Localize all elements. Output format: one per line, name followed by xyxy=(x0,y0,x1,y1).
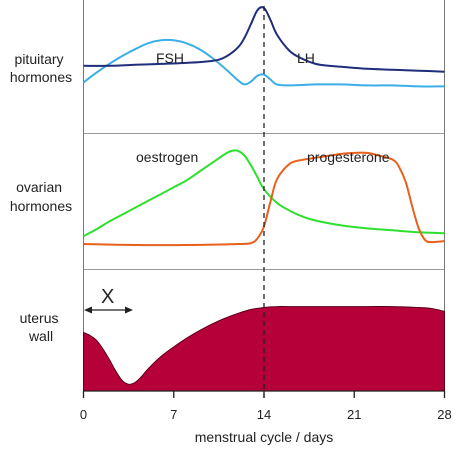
x-tick-label-7: 7 xyxy=(170,407,177,422)
panel-label-ovarian: ovarian hormones xyxy=(10,179,72,214)
x-tick-label-28: 28 xyxy=(437,407,451,422)
x-tick-label-14: 14 xyxy=(257,407,271,422)
panel-label-ovarian-line2: hormones xyxy=(10,198,72,214)
x-axis-label: menstrual cycle / days xyxy=(195,429,334,445)
panel-label-uterus-line1: uterus xyxy=(20,310,59,326)
panel-label-uterus: uterus wall xyxy=(20,310,63,344)
annotation-x: X xyxy=(101,286,114,308)
x-tick-label-21: 21 xyxy=(347,407,361,422)
panel-label-pituitary: pituitary hormones xyxy=(10,51,72,85)
panel-label-pituitary-line2: hormones xyxy=(10,69,72,85)
annotation-oestrogen: oestrogen xyxy=(136,149,198,165)
x-axis-ticks: 0 7 14 21 28 xyxy=(80,391,452,422)
menstruation-duration-arrow xyxy=(84,306,133,314)
fsh-series-line xyxy=(82,38,445,88)
annotation-fsh: FSH xyxy=(156,50,184,66)
annotation-lh: LH xyxy=(297,50,315,66)
oestrogen-series-line xyxy=(83,149,445,238)
x-tick-label-0: 0 xyxy=(80,407,87,422)
progesterone-series-line xyxy=(83,151,445,247)
panel-label-pituitary-line1: pituitary xyxy=(15,51,64,67)
panel-label-uterus-line2: wall xyxy=(28,328,53,344)
panel-label-ovarian-line1: ovarian xyxy=(16,179,62,195)
annotation-progesterone: progesterone xyxy=(307,149,390,165)
